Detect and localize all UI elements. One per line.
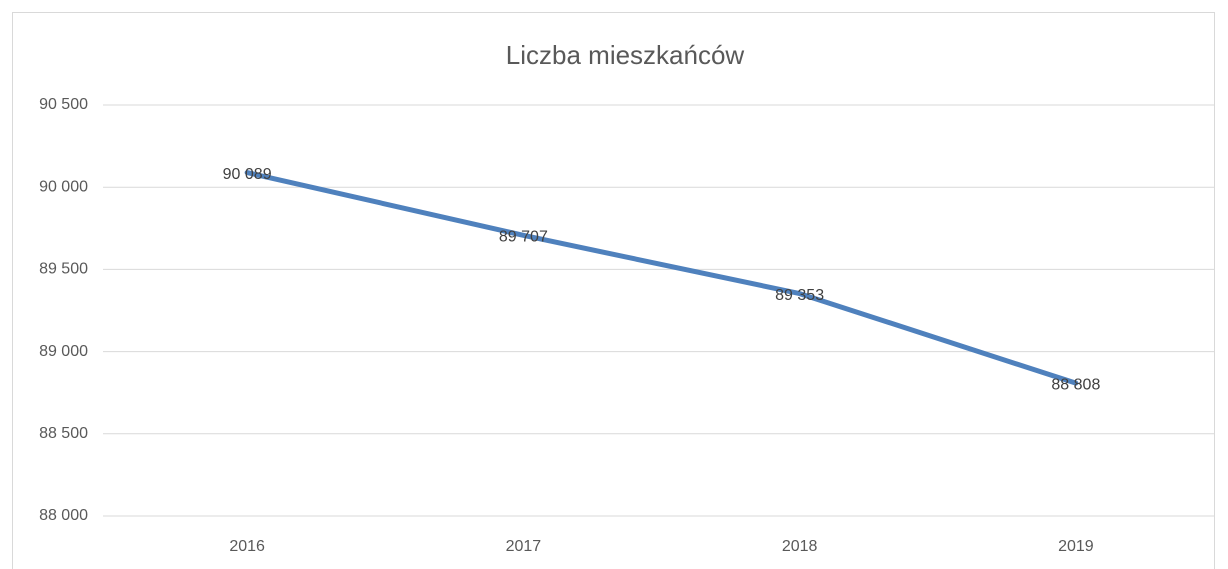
x-tick-label: 2018	[782, 538, 818, 555]
data-line	[244, 170, 1079, 386]
data-label: 90 089	[223, 166, 272, 183]
x-tick-label: 2016	[229, 538, 265, 555]
data-label: 89 353	[775, 287, 824, 304]
y-tick-label: 89 000	[39, 343, 88, 360]
chart-border	[12, 12, 1215, 569]
data-label: 89 707	[499, 229, 548, 246]
chart-title: Liczba mieszkańców	[506, 40, 745, 70]
y-tick-label: 90 000	[39, 178, 88, 195]
y-tick-label: 88 000	[39, 507, 88, 524]
y-tick-label: 88 500	[39, 425, 88, 442]
data-label: 88 808	[1051, 376, 1100, 393]
y-tick-label: 90 500	[39, 96, 88, 113]
y-tick-label: 89 500	[39, 261, 88, 278]
x-tick-label: 2019	[1058, 538, 1094, 555]
x-tick-label: 2017	[506, 538, 542, 555]
